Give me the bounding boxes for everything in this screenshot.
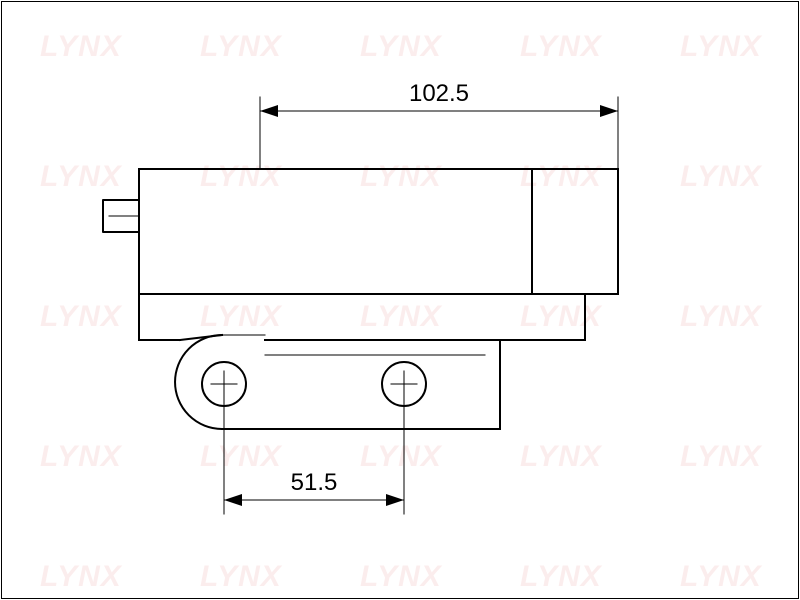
dimension-top-value: 102.5 [409,80,469,108]
dimension-bottom-value: 51.5 [291,469,338,497]
technical-drawing [0,0,800,600]
